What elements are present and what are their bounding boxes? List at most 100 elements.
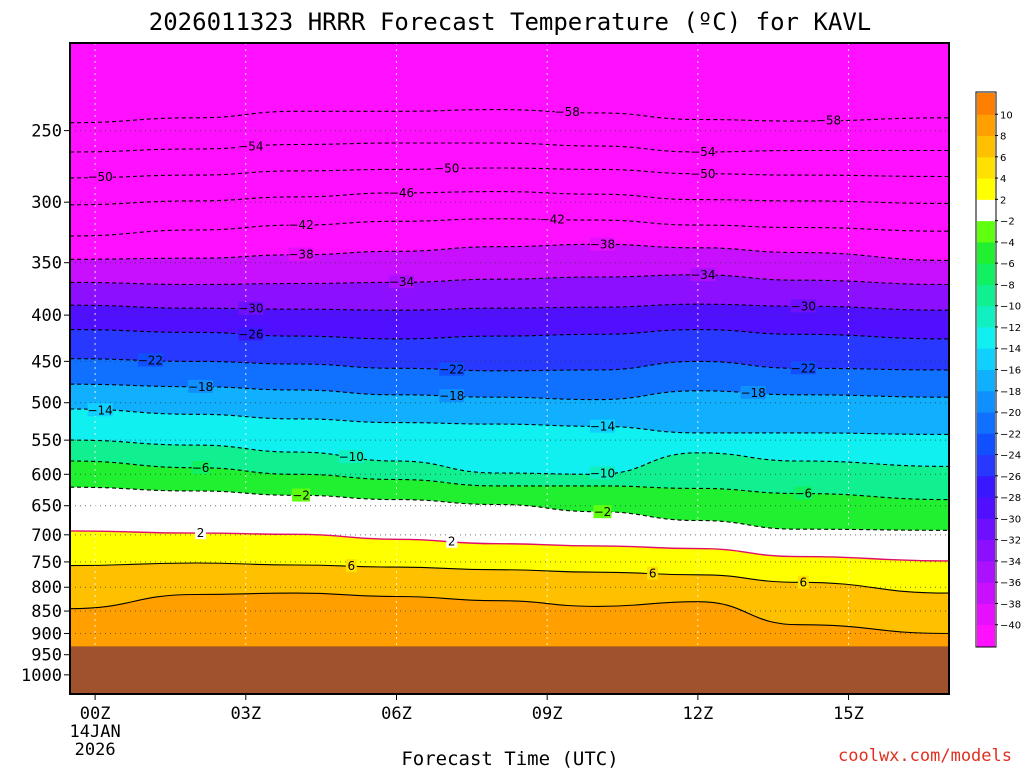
colorbar-swatch — [977, 603, 995, 626]
colorbar-swatch — [977, 497, 995, 519]
contour-labels: −58 −58 −54 −54 −50 −50 −50 −46 −42 −42 −38 −38 −34 −… — [87, 104, 841, 590]
colorbar-label: −32 — [1000, 536, 1021, 547]
colorbar-swatch — [977, 305, 995, 328]
contour-label: −54 — [690, 145, 715, 159]
contour-label-bg — [797, 575, 809, 589]
isotherm-2 — [70, 530, 949, 562]
colorbar-swatch — [977, 348, 995, 370]
isotherm--58 — [70, 109, 949, 124]
isotherm--34 — [70, 274, 949, 286]
colorbar-label: −18 — [1000, 387, 1021, 398]
colorbar-swatch — [977, 369, 995, 392]
contour-label-bg — [288, 217, 314, 231]
colorbar-swatch — [977, 433, 995, 456]
colorbar-legend: −40−38−36−34−32−30−28−26−24−22−20−18−16−… — [975, 91, 1021, 648]
contour-label-bg — [434, 161, 460, 175]
x-tick-label-06Z: 06Z — [381, 704, 412, 724]
contour-label-bg — [345, 559, 357, 573]
contour-label-bg — [288, 247, 314, 261]
x-tick-label-09Z: 09Z — [532, 704, 563, 724]
colorbar-label: −26 — [1000, 472, 1021, 483]
y-tick-label-250: 250 — [31, 122, 62, 142]
y-tick-label-550: 550 — [31, 431, 62, 451]
colorbar-swatch — [977, 156, 995, 179]
contour-label: −22 — [791, 361, 816, 375]
isotherm--6 — [70, 460, 949, 501]
colorbar-label: −20 — [1000, 408, 1021, 419]
colorbar-label: −38 — [1000, 599, 1021, 610]
contour-label: −10 — [590, 466, 615, 480]
colorbar-label: 2 — [1000, 195, 1006, 206]
contour-label: 6 — [649, 567, 657, 581]
y-axis-pressure: 2503003504004505005506006507007508008509… — [21, 122, 70, 686]
colorbar-swatch — [977, 114, 995, 137]
contour-label: −30 — [238, 302, 263, 316]
y-tick-label-900: 900 — [31, 624, 62, 644]
colorbar-swatch — [977, 475, 995, 498]
contour-label-bg — [439, 362, 465, 376]
contour-label-bg — [690, 166, 716, 180]
contour-label: −38 — [288, 248, 313, 262]
contour-label-bg — [690, 144, 716, 158]
colorbar-swatch — [977, 624, 995, 647]
credit-text: coolwx.com/models — [838, 746, 1012, 766]
y-tick-label-600: 600 — [31, 465, 62, 485]
x-tick-label-03Z: 03Z — [230, 704, 261, 724]
contour-label-bg — [589, 237, 615, 251]
colorbar-label: −10 — [1000, 302, 1021, 313]
contour-label-bg — [338, 450, 364, 464]
y-tick-label-400: 400 — [31, 306, 62, 326]
contour-label: −14 — [590, 420, 615, 434]
colorbar-label: −34 — [1000, 557, 1021, 568]
colorbar-label: −2 — [1000, 217, 1015, 228]
contour-label: 2 — [448, 535, 456, 549]
colorbar-swatch — [977, 454, 995, 477]
colorbar-label: 6 — [1000, 153, 1006, 164]
isotherm-contours — [70, 109, 949, 635]
colorbar-swatch — [977, 539, 995, 562]
contour-label-bg — [794, 486, 813, 500]
isotherm--42 — [70, 218, 949, 237]
colorbar-swatch — [977, 560, 995, 583]
colorbar-swatch — [977, 199, 995, 222]
isotherm--10 — [70, 439, 949, 475]
contour-label: −10 — [339, 450, 364, 464]
isotherm--50 — [70, 167, 949, 179]
contour-label-bg — [815, 113, 841, 127]
contour-label: −58 — [555, 105, 580, 119]
colorbar-swatch — [977, 582, 995, 604]
contour-label-bg — [790, 299, 816, 313]
contour-label: −22 — [439, 363, 464, 377]
colorbar-swatch — [977, 284, 995, 307]
contour-label-bg — [238, 139, 264, 153]
contour-label: −42 — [288, 218, 313, 232]
colorbar-label: −12 — [1000, 323, 1021, 334]
contour-label: −22 — [138, 353, 163, 367]
isotherm--38 — [70, 243, 949, 261]
contour-label-bg — [589, 466, 615, 480]
colorbar-label: −8 — [1000, 280, 1015, 291]
contour-label: −18 — [188, 380, 213, 394]
x-tick-date: 14JAN — [70, 722, 121, 742]
contour-label-bg — [188, 379, 214, 393]
contour-label: −18 — [439, 389, 464, 403]
y-tick-label-300: 300 — [31, 193, 62, 213]
contour-label: −6 — [192, 461, 210, 475]
colorbar-swatch — [977, 390, 995, 413]
contour-label-bg — [137, 353, 163, 367]
contour-label: −34 — [389, 275, 414, 289]
contour-label: 2 — [197, 526, 205, 540]
isotherm--14 — [70, 408, 949, 435]
contour-label: −2 — [594, 505, 612, 519]
contour-label: −26 — [238, 327, 263, 341]
contour-label-bg — [593, 505, 612, 519]
contour-label: −38 — [590, 238, 615, 252]
colorbar-label: −4 — [1000, 238, 1015, 249]
contour-label: 6 — [347, 559, 355, 573]
colorbar-swatch — [977, 412, 995, 434]
contour-label-bg — [690, 268, 716, 282]
colorbar-swatch — [977, 178, 995, 200]
colorbar-swatch — [977, 518, 995, 541]
